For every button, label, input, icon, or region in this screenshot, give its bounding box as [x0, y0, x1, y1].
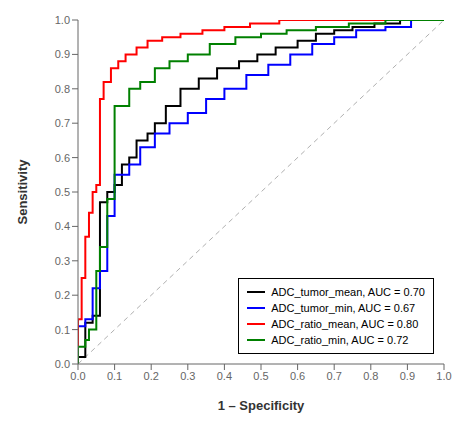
svg-text:0.1: 0.1	[55, 324, 70, 336]
svg-text:0.5: 0.5	[55, 186, 70, 198]
svg-text:0.1: 0.1	[107, 370, 122, 382]
svg-text:Sensitivity: Sensitivity	[15, 159, 30, 225]
svg-text:0.2: 0.2	[55, 289, 70, 301]
svg-text:0.9: 0.9	[400, 370, 415, 382]
svg-text:0.2: 0.2	[144, 370, 159, 382]
svg-text:0.9: 0.9	[55, 48, 70, 60]
svg-text:0.6: 0.6	[290, 370, 305, 382]
svg-text:0.7: 0.7	[327, 370, 342, 382]
svg-text:1 – Specificity: 1 – Specificity	[218, 398, 305, 413]
svg-text:0.0: 0.0	[55, 358, 70, 370]
svg-text:0.5: 0.5	[253, 370, 268, 382]
html-text:ADC_tumor_mean, AUC = 0.70: ADC_tumor_mean, AUC = 0.70	[271, 286, 425, 298]
svg-text:1.0: 1.0	[55, 14, 70, 26]
svg-text:0.8: 0.8	[55, 83, 70, 95]
svg-text:1.0: 1.0	[436, 370, 451, 382]
svg-text:0.6: 0.6	[55, 152, 70, 164]
html-text:ADC_ratio_mean, AUC = 0.80: ADC_ratio_mean, AUC = 0.80	[271, 318, 419, 330]
svg-text:0.7: 0.7	[55, 117, 70, 129]
html-text:ADC_tumor_min, AUC = 0.67: ADC_tumor_min, AUC = 0.67	[271, 302, 416, 314]
svg-text:0.3: 0.3	[180, 370, 195, 382]
svg-text:0.4: 0.4	[217, 370, 232, 382]
svg-text:0.3: 0.3	[55, 255, 70, 267]
svg-text:0.4: 0.4	[55, 220, 70, 232]
svg-text:0.0: 0.0	[70, 370, 85, 382]
svg-text:0.8: 0.8	[363, 370, 378, 382]
html-text:ADC_ratio_min, AUC = 0.72: ADC_ratio_min, AUC = 0.72	[271, 334, 409, 346]
